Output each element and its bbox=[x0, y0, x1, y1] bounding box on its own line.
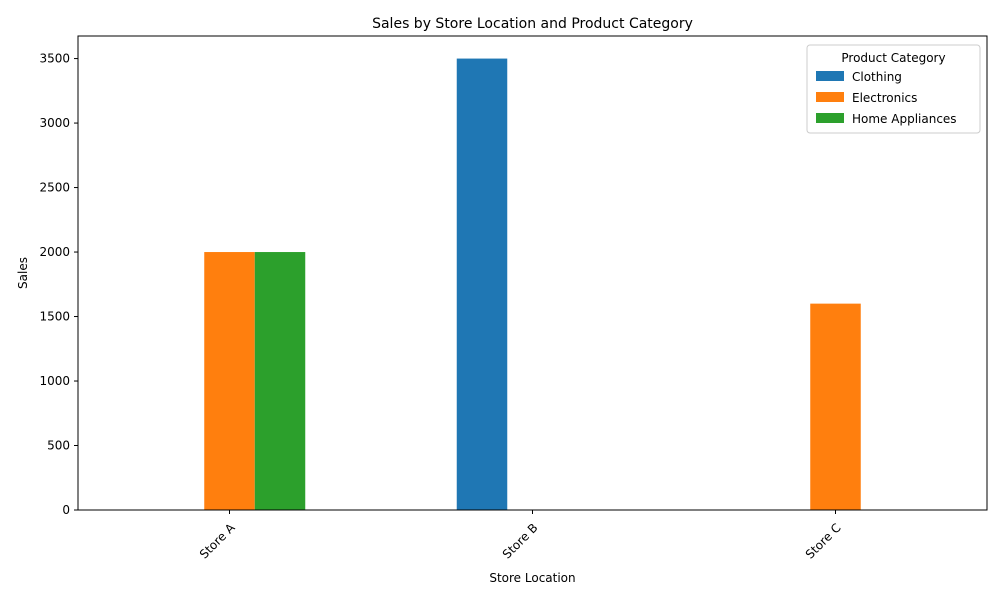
y-tick-label: 2500 bbox=[39, 181, 70, 195]
legend-label-home-appliances: Home Appliances bbox=[852, 112, 957, 126]
x-axis: Store A Store B Store C bbox=[197, 510, 844, 562]
plot-area bbox=[77, 35, 988, 511]
legend: Product Category Clothing Electronics Home… bbox=[806, 44, 981, 134]
y-tick-label: 1000 bbox=[39, 374, 70, 388]
legend-swatch-clothing bbox=[816, 71, 844, 81]
bar-store-a-home-appliances bbox=[254, 252, 306, 510]
y-tick-label: 2000 bbox=[39, 245, 70, 259]
legend-label-clothing: Clothing bbox=[852, 70, 902, 84]
x-tick-label: Store B bbox=[500, 521, 541, 562]
legend-box bbox=[806, 44, 981, 134]
y-tick-label: 1500 bbox=[39, 310, 70, 324]
bar-store-a-electronics bbox=[204, 252, 255, 510]
legend-swatch-home-appliances bbox=[816, 113, 844, 123]
bar-store-b-clothing bbox=[456, 58, 508, 510]
legend-swatch-electronics bbox=[816, 92, 844, 102]
x-axis-label: Store Location bbox=[489, 571, 575, 585]
y-axis-label: Sales bbox=[16, 257, 30, 289]
y-axis: 0 500 1000 1500 2000 2500 3000 3500 bbox=[39, 52, 78, 517]
y-tick-label: 500 bbox=[47, 439, 70, 453]
bar-store-c-electronics bbox=[810, 303, 861, 510]
y-tick-label: 3500 bbox=[39, 52, 70, 66]
y-tick-label: 0 bbox=[62, 503, 70, 517]
x-tick-label: Store A bbox=[197, 520, 238, 561]
chart-title: Sales by Store Location and Product Cate… bbox=[372, 16, 693, 32]
x-tick-label: Store C bbox=[803, 521, 844, 562]
y-tick-label: 3000 bbox=[39, 116, 70, 130]
legend-label-electronics: Electronics bbox=[852, 91, 917, 105]
legend-title: Product Category bbox=[841, 51, 945, 65]
